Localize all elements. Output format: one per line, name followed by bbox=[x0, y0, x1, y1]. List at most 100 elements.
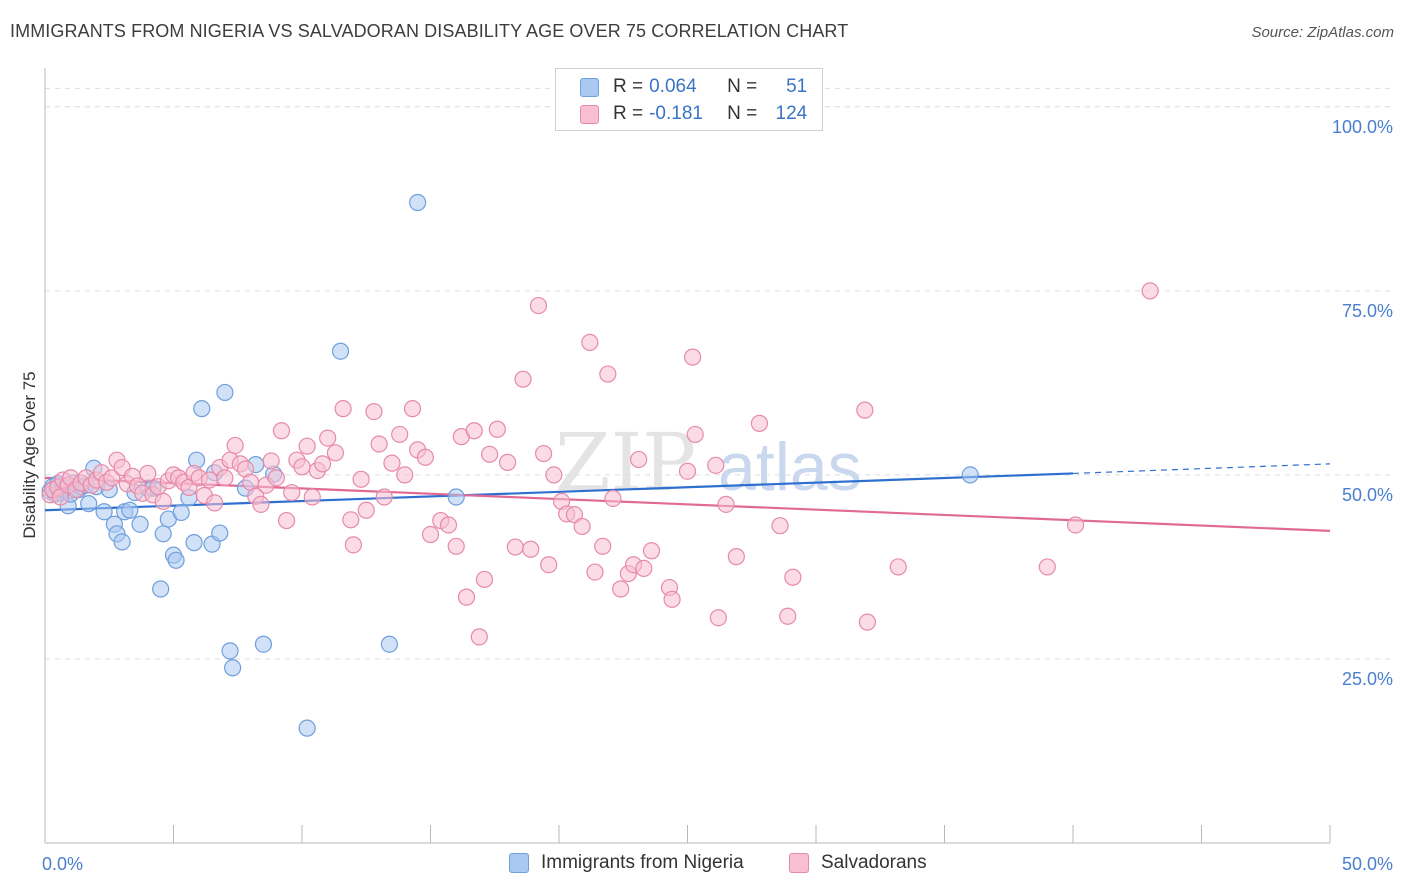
data-point bbox=[152, 580, 170, 598]
data-point bbox=[391, 425, 409, 444]
legend-item-salvadorans: Salvadorans bbox=[789, 852, 927, 874]
data-point bbox=[331, 342, 350, 360]
data-point bbox=[856, 401, 874, 419]
data-point bbox=[1141, 282, 1159, 300]
data-point bbox=[573, 517, 591, 536]
data-point bbox=[684, 348, 702, 366]
r-label: R = bbox=[613, 103, 644, 124]
data-point bbox=[779, 607, 797, 625]
data-point bbox=[581, 333, 599, 351]
data-point bbox=[771, 517, 789, 535]
data-point bbox=[365, 402, 383, 421]
data-point bbox=[465, 422, 483, 440]
data-point bbox=[103, 469, 121, 487]
data-point bbox=[298, 719, 316, 737]
data-point bbox=[540, 556, 558, 574]
legend-swatch-salvadorans bbox=[580, 104, 599, 124]
data-point bbox=[167, 551, 185, 569]
r-label: R = bbox=[613, 76, 644, 97]
data-point bbox=[545, 466, 563, 484]
data-point bbox=[154, 525, 172, 543]
series-legend: Immigrants from Nigeria Salvadorans bbox=[0, 852, 1406, 878]
x-tick-label: 0.0% bbox=[42, 854, 83, 874]
stats-legend: R = 0.064 N = 51 R = -0.181 N = 124 bbox=[555, 68, 823, 131]
data-point bbox=[283, 483, 301, 502]
data-point bbox=[293, 458, 311, 476]
data-point bbox=[447, 488, 465, 506]
data-point bbox=[630, 450, 648, 469]
data-point bbox=[506, 538, 524, 556]
data-point bbox=[383, 454, 401, 472]
source-credit: Source: ZipAtlas.com bbox=[1251, 24, 1394, 41]
n-label: N = bbox=[727, 76, 758, 97]
data-point bbox=[211, 524, 229, 542]
legend-item-nigeria: Immigrants from Nigeria bbox=[509, 852, 744, 874]
data-point bbox=[193, 400, 211, 418]
data-point bbox=[604, 489, 622, 508]
legend-label-nigeria: Immigrants from Nigeria bbox=[541, 852, 744, 873]
data-point bbox=[298, 437, 316, 455]
n-value: 124 bbox=[775, 103, 808, 124]
x-tick-label: 50.0% bbox=[1342, 854, 1393, 874]
data-point bbox=[221, 642, 239, 660]
data-point bbox=[470, 628, 488, 646]
data-point bbox=[488, 420, 506, 438]
data-point bbox=[357, 501, 375, 519]
data-point bbox=[303, 488, 321, 506]
data-point bbox=[586, 563, 604, 581]
data-point bbox=[961, 466, 979, 484]
legend-label-salvadorans: Salvadorans bbox=[821, 852, 927, 873]
data-point bbox=[396, 466, 414, 484]
data-point bbox=[224, 659, 242, 677]
data-point bbox=[262, 452, 280, 470]
data-point bbox=[499, 453, 517, 471]
data-point bbox=[481, 445, 499, 463]
y-tick-label: 75.0% bbox=[1342, 301, 1393, 321]
data-point bbox=[139, 464, 157, 483]
data-point bbox=[95, 503, 113, 521]
axes bbox=[44, 68, 1331, 844]
data-point bbox=[344, 536, 362, 554]
data-point bbox=[709, 609, 727, 627]
data-point bbox=[421, 525, 440, 544]
data-point bbox=[635, 559, 653, 578]
legend-swatch-nigeria bbox=[509, 853, 529, 873]
data-point bbox=[403, 400, 422, 418]
watermark-zip: ZIP bbox=[555, 416, 696, 509]
data-point bbox=[594, 537, 612, 555]
data-point bbox=[642, 542, 661, 560]
data-point bbox=[457, 588, 476, 606]
data-point bbox=[475, 570, 494, 589]
data-point bbox=[216, 469, 234, 487]
data-point bbox=[529, 296, 548, 315]
data-point bbox=[707, 456, 725, 474]
data-point bbox=[272, 422, 291, 440]
data-point bbox=[514, 370, 532, 388]
data-point bbox=[172, 503, 190, 522]
data-point bbox=[612, 580, 630, 598]
data-point bbox=[113, 533, 131, 551]
legend-row-salvadorans: R = -0.181 N = 124 bbox=[580, 102, 807, 126]
data-point bbox=[686, 425, 704, 444]
data-point bbox=[1066, 516, 1085, 534]
data-point bbox=[522, 540, 540, 558]
data-point bbox=[80, 495, 98, 513]
data-point bbox=[334, 400, 352, 418]
data-point bbox=[750, 414, 769, 432]
legend-swatch-nigeria bbox=[580, 77, 599, 97]
data-point bbox=[131, 515, 149, 533]
data-point bbox=[1038, 558, 1056, 576]
data-point bbox=[206, 494, 224, 512]
data-point bbox=[534, 444, 553, 463]
data-point bbox=[319, 429, 337, 447]
data-point bbox=[267, 469, 285, 487]
data-point bbox=[889, 558, 907, 576]
n-value: 51 bbox=[786, 76, 808, 97]
data-point bbox=[313, 455, 332, 473]
data-point bbox=[342, 511, 360, 529]
data-point bbox=[216, 383, 234, 402]
tick-labels: 25.0% 50.0% 75.0% 100.0% 0.0% 50.0% bbox=[42, 117, 1393, 874]
data-point bbox=[254, 635, 273, 653]
y-tick-label: 50.0% bbox=[1342, 485, 1393, 505]
